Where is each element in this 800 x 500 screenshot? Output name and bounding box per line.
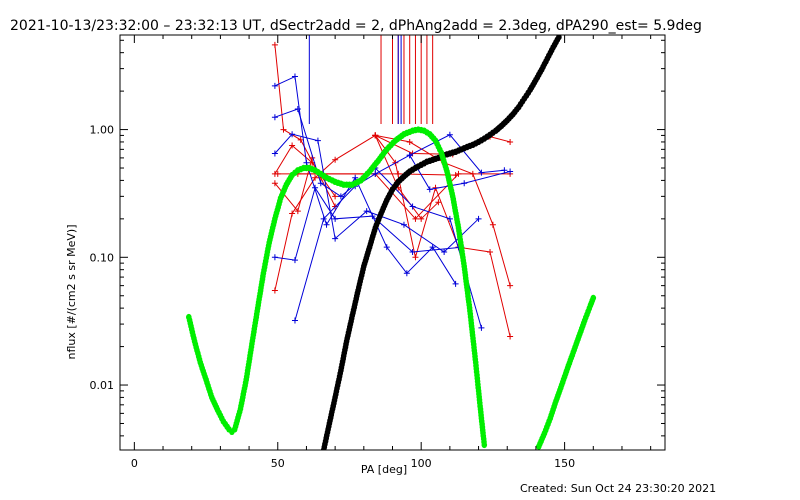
green-fit-curve-dot-289 xyxy=(481,441,488,449)
blue-point-3-5 xyxy=(409,249,416,256)
red-point-4-3 xyxy=(455,170,462,177)
created-timestamp: Created: Sun Oct 24 23:30:20 2021 xyxy=(520,482,716,495)
y-tick-label-2: 1.00 xyxy=(90,124,115,137)
x-tick-label-100: 100 xyxy=(411,457,432,470)
red-point-1-1 xyxy=(289,142,296,149)
red-point-2-1 xyxy=(289,210,296,217)
red-point-6-5 xyxy=(487,249,494,256)
blue-point-2-3 xyxy=(332,235,339,242)
blue-point-1-7 xyxy=(478,324,485,331)
red-point-3-1 xyxy=(294,208,301,215)
red-point-2-2 xyxy=(312,174,319,181)
black-model-curve-dot-168 xyxy=(556,35,562,41)
blue-point-3-4 xyxy=(369,213,376,220)
red-point-6-6 xyxy=(507,333,514,340)
blue-point-4-3 xyxy=(372,170,379,177)
blue-point-1-3 xyxy=(337,193,344,200)
y-tick-label-0: 0.01 xyxy=(90,379,115,392)
red-point-2-3 xyxy=(332,156,339,163)
blue-point-2-0 xyxy=(271,150,278,157)
red-point-7-3 xyxy=(435,199,442,206)
blue-series-2 xyxy=(274,133,479,253)
blue-point-0-6 xyxy=(403,270,410,277)
blue-point-1-2 xyxy=(317,180,324,187)
blue-point-0-7 xyxy=(429,244,436,251)
x-axis-label: PA [deg] xyxy=(361,463,407,476)
red-point-8-2 xyxy=(452,172,459,179)
red-point-3-0 xyxy=(271,180,278,187)
blue-point-0-5 xyxy=(383,244,390,251)
chart-title: 2021-10-13/23:32:00 – 23:32:13 UT, dSect… xyxy=(10,18,702,34)
blue-point-3-3 xyxy=(332,215,339,222)
x-tick-label-150: 150 xyxy=(554,457,575,470)
red-point-2-0 xyxy=(271,287,278,294)
green-fit-curve-right xyxy=(536,294,597,450)
blue-point-0-4 xyxy=(352,174,359,181)
blue-point-4-6 xyxy=(478,169,485,176)
blue-point-0-8 xyxy=(452,280,459,287)
blue-point-2-7 xyxy=(475,215,482,222)
blue-point-2-4 xyxy=(363,208,370,215)
blue-point-5-3 xyxy=(507,168,514,175)
green-fit-curve xyxy=(186,126,488,449)
red-point-7-2 xyxy=(418,215,425,222)
blue-series-5 xyxy=(409,154,511,190)
red-series-1 xyxy=(274,144,336,197)
blue-point-1-1 xyxy=(294,105,301,112)
blue-point-4-0 xyxy=(291,317,298,324)
red-series-2 xyxy=(274,134,511,291)
red-point-1-3 xyxy=(332,193,339,200)
blue-point-5-2 xyxy=(461,180,468,187)
y-tick-label-1: 0.10 xyxy=(90,251,115,264)
red-point-5-4 xyxy=(507,138,514,145)
blue-point-2-5 xyxy=(400,221,407,228)
blue-point-0-3 xyxy=(323,221,330,228)
blue-point-4-7 xyxy=(501,167,508,174)
red-point-7-0 xyxy=(372,132,379,139)
blue-point-1-6 xyxy=(446,215,453,222)
blue-point-2-1 xyxy=(289,131,296,138)
blue-point-3-0 xyxy=(271,254,278,261)
red-point-0-2 xyxy=(297,136,304,143)
red-point-2-8 xyxy=(489,221,496,228)
blue-point-5-1 xyxy=(426,186,433,193)
plot-area: 0 50 100 150 0.01 0.10 1.00 xyxy=(90,34,666,470)
blue-point-3-1 xyxy=(291,257,298,264)
red-point-0-0 xyxy=(271,41,278,48)
blue-point-5-0 xyxy=(406,152,413,159)
blue-point-2-6 xyxy=(441,249,448,256)
data-layer xyxy=(186,35,597,450)
red-point-2-5 xyxy=(406,138,413,145)
blue-point-4-1 xyxy=(320,215,327,222)
red-point-4-0 xyxy=(274,170,281,177)
blue-point-0-1 xyxy=(291,73,298,80)
blue-point-0-0 xyxy=(271,82,278,89)
red-point-2-9 xyxy=(507,282,514,289)
blue-point-4-5 xyxy=(446,131,453,138)
blue-point-2-2 xyxy=(314,137,321,144)
blue-point-3-2 xyxy=(312,184,319,191)
red-point-8-1 xyxy=(395,170,402,177)
x-tick-label-50: 50 xyxy=(271,457,285,470)
green-fit-curve-right-dot-54 xyxy=(590,294,597,302)
blue-series-4 xyxy=(294,134,505,321)
red-point-6-2 xyxy=(412,254,419,261)
y-axis-label: nflux [#/(cm2 s sr MeV)] xyxy=(65,225,78,360)
red-point-4-2 xyxy=(412,215,419,222)
blue-point-1-5 xyxy=(409,203,416,210)
black-model-curve xyxy=(320,35,562,450)
x-tick-label-0: 0 xyxy=(131,457,138,470)
red-point-0-1 xyxy=(280,126,287,133)
blue-point-0-2 xyxy=(303,159,310,166)
blue-point-1-0 xyxy=(271,114,278,121)
